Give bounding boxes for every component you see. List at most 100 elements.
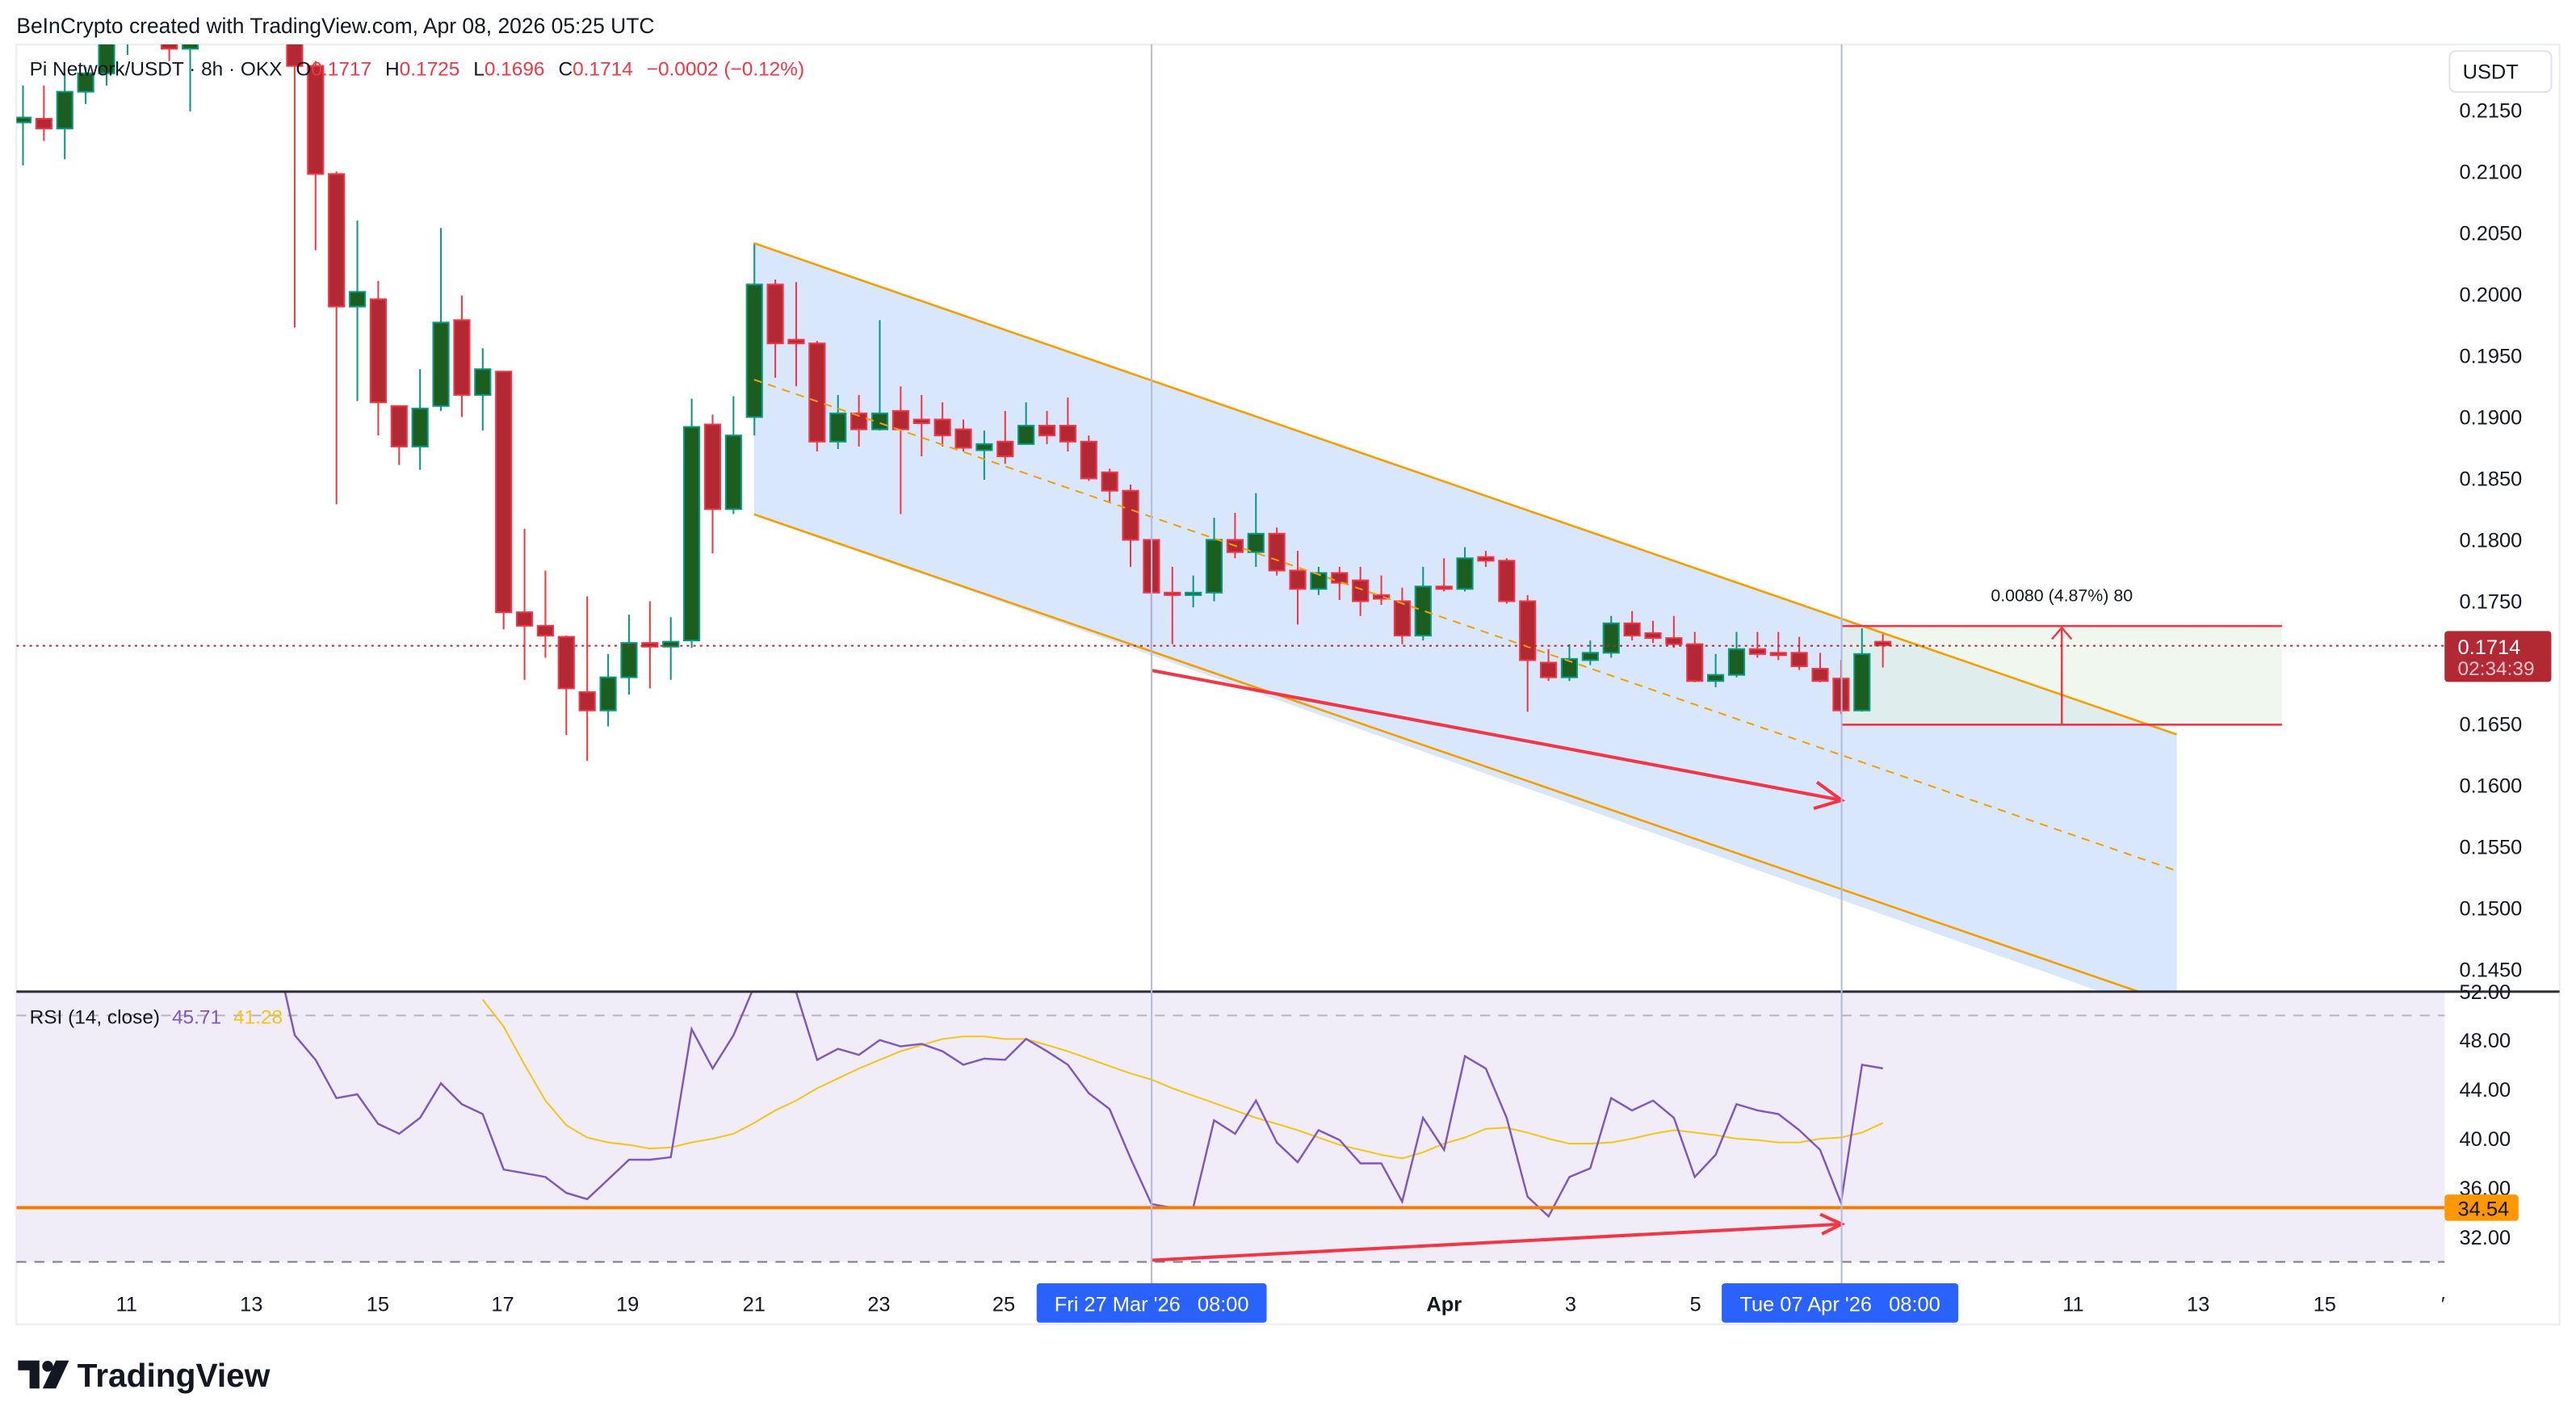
candle-body (1185, 591, 1202, 596)
candle-body (1310, 572, 1328, 590)
rsi-level-badge (2444, 1194, 2519, 1221)
candle-body (662, 640, 680, 648)
candle (1581, 640, 1599, 665)
rsi-tick: 48.00 (2460, 1030, 2511, 1052)
candle-body (1393, 600, 1412, 637)
open-value: 0.1717 (311, 59, 371, 81)
candle-body (348, 291, 367, 308)
candle-body (724, 434, 742, 510)
candle-body (515, 611, 534, 627)
candle (98, 44, 115, 86)
candle (1185, 575, 1202, 608)
candle (16, 85, 32, 166)
price-tick: 0.2050 (2460, 223, 2523, 246)
symbol-legend[interactable]: Pi Network/USDT · 8h · OKX O0.1717 H0.17… (30, 59, 804, 81)
time-tick: 15 (367, 1294, 389, 1316)
candle (515, 528, 534, 680)
candle (1038, 410, 1056, 444)
candle-body (1686, 643, 1704, 682)
candle (1560, 644, 1579, 682)
candle-body (56, 90, 73, 130)
candle (1080, 435, 1097, 481)
candle-body (390, 405, 408, 447)
candle (620, 615, 638, 695)
candle (703, 414, 722, 554)
candle-body (1080, 440, 1097, 480)
channel-lower-line[interactable] (753, 513, 2193, 1010)
candle (453, 295, 471, 418)
candle (787, 282, 805, 387)
candle-body (307, 65, 325, 175)
candle-body (683, 426, 701, 642)
candle-body (1164, 591, 1181, 596)
tradingview-logo[interactable]: TradingView (18, 1357, 271, 1394)
rsi-title: RSI (14, close) (30, 1007, 160, 1029)
candle (369, 280, 387, 436)
candle (996, 410, 1014, 464)
candle (808, 341, 826, 451)
candle-body (474, 368, 492, 397)
candle-body (16, 116, 32, 124)
candle (1519, 594, 1537, 712)
price-tick: 0.1750 (2460, 591, 2523, 614)
credit-text: BeInCrypto created with TradingView.com,… (16, 14, 654, 38)
candle-body (369, 298, 387, 404)
candle-body (1352, 579, 1370, 602)
price-tick: 0.1650 (2460, 714, 2523, 737)
time-tick: 15 (2314, 1294, 2336, 1316)
candle-body (1205, 539, 1223, 594)
candle-body (286, 44, 304, 67)
candles (16, 44, 1892, 762)
candle (1707, 653, 1725, 687)
channel-upper-line[interactable] (753, 241, 2178, 736)
candle-body (1372, 594, 1391, 600)
rsi-level-label: 34.54 (2458, 1198, 2510, 1221)
candle (1623, 611, 1641, 641)
candle-body (181, 44, 199, 50)
candle-body (787, 338, 805, 345)
candle (77, 67, 94, 104)
candle-body (1247, 532, 1265, 553)
rsi-legend[interactable]: RSI (14, close) 45.71 41.28 (30, 1007, 283, 1029)
candle-body (1853, 653, 1871, 712)
candle (850, 395, 868, 447)
currency-button[interactable] (2448, 50, 2553, 94)
candle (1498, 558, 1516, 604)
candle-body (1498, 560, 1516, 602)
candle-body (1122, 489, 1139, 541)
time-tick: 5 (1689, 1294, 1701, 1316)
candle (1268, 527, 1286, 576)
candle (474, 348, 492, 431)
candle (1331, 566, 1349, 600)
price-axis[interactable]: 0.2150 0.2100 0.2050 0.2000 0.1950 0.1900 0.18… (2460, 100, 2523, 982)
candle (1414, 566, 1432, 641)
candle-body (808, 342, 826, 443)
candle-body (1477, 556, 1495, 562)
candle-body (35, 118, 52, 130)
rsi-ma-line (481, 999, 1884, 1160)
rsi-line (283, 992, 1883, 1219)
time-tick: 11 (115, 1294, 136, 1316)
rsi-tick: 44.00 (2460, 1079, 2511, 1102)
candle-body (829, 412, 847, 443)
candle (1122, 485, 1139, 567)
measure-arrow-icon (2051, 626, 2073, 725)
candle (1748, 632, 1766, 658)
candle-body (1059, 425, 1076, 443)
candle (954, 419, 972, 451)
candle (1372, 575, 1391, 606)
candle-body (1727, 648, 1746, 676)
candle-body (1644, 632, 1662, 640)
candle-body (850, 412, 868, 430)
time-tick: 17 (491, 1294, 514, 1316)
candle-body (1519, 600, 1537, 661)
candle-body (703, 423, 722, 510)
channel-fill (753, 243, 2177, 991)
candle-body (536, 624, 555, 637)
candle (161, 44, 178, 61)
currency-label: USDT (2463, 61, 2519, 84)
time-axis[interactable]: 11 13 15 17 19 21 23 25 Apr 3 5 11 13 15 (115, 1294, 2335, 1316)
candle-body (1707, 674, 1725, 682)
candle-body (411, 407, 429, 447)
